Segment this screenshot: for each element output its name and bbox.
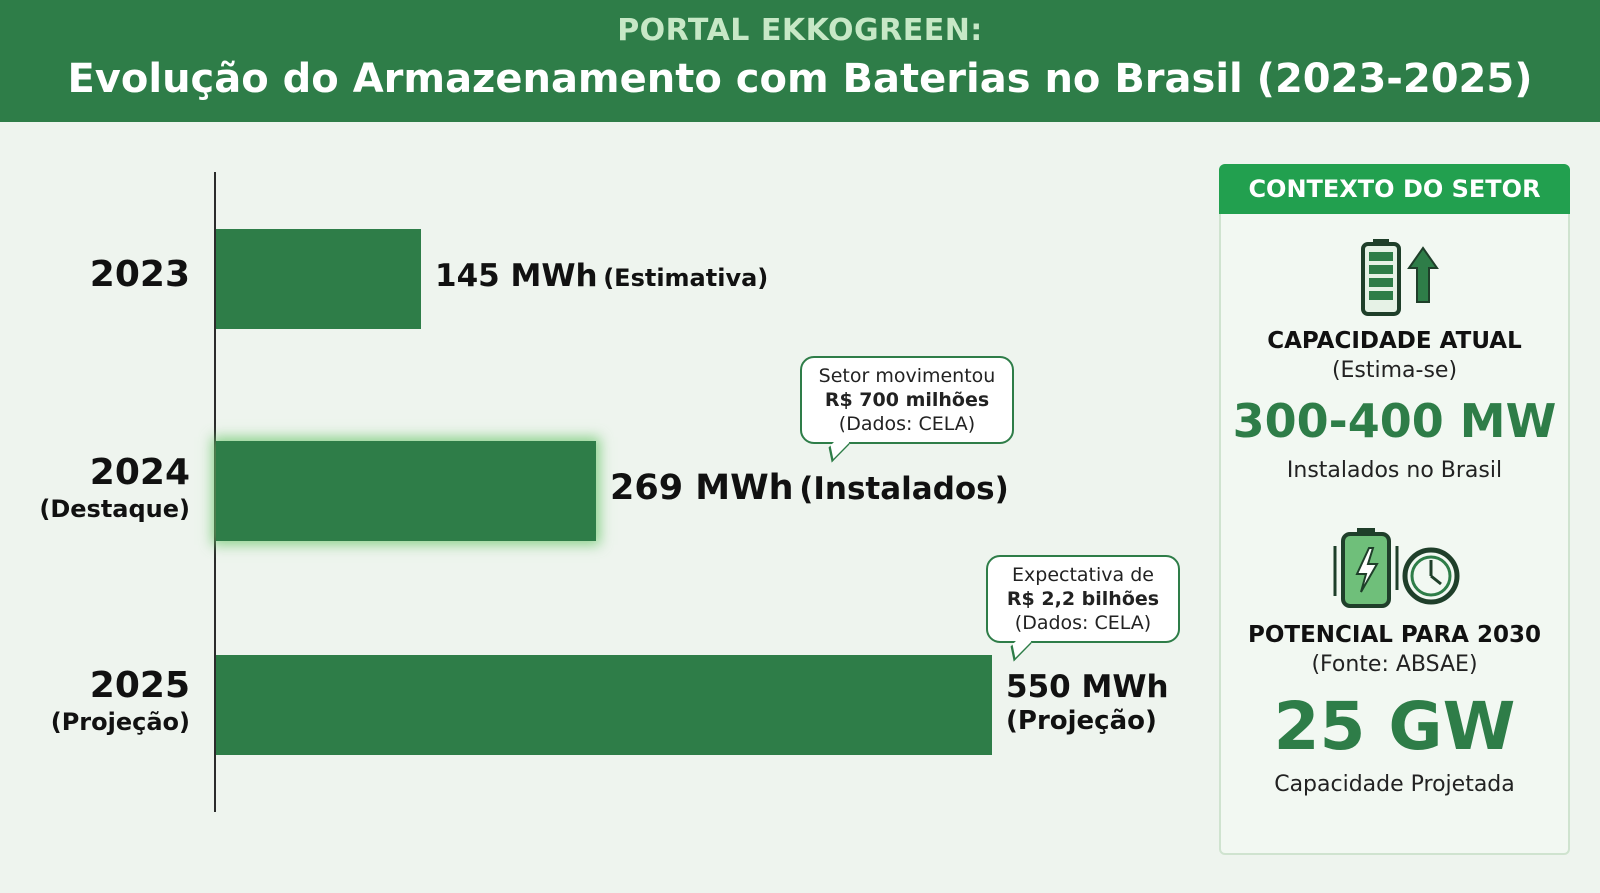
category-year: 2024 (89, 452, 190, 493)
current-capacity-caption: Instalados no Brasil (1286, 458, 1503, 483)
category-year: 2025 (89, 665, 190, 706)
annotation-amount: R$ 700 milhões (824, 389, 990, 411)
bar-2024 (216, 441, 596, 541)
value-label-2023: 145 MWh (Estimativa) (435, 258, 768, 294)
potential-title: POTENCIAL PARA 2030 (1247, 622, 1542, 648)
value-note: (Projeção) (1006, 706, 1157, 736)
category-note: (Projeção) (50, 708, 190, 736)
annotation-source: (Dados: CELA) (1014, 612, 1152, 634)
page-title: Evolução do Armazenamento com Baterias n… (67, 56, 1533, 102)
value-label-2024: 269 MWh (Instalados) (610, 468, 1009, 508)
annotation-bubble-2024: Setor movimentou R$ 700 milhões (Dados: … (800, 356, 1014, 444)
header-banner: PORTAL EKKOGREEN: Evolução do Armazename… (0, 0, 1600, 122)
bar-2023 (216, 229, 421, 329)
current-capacity-title: CAPACIDADE ATUAL (1267, 328, 1522, 354)
value-amount: 269 MWh (610, 468, 794, 508)
current-capacity-value: 300-400 MW (1232, 394, 1557, 448)
battery-up-icon (1219, 238, 1570, 322)
annotation-source: (Dados: CELA) (838, 413, 976, 435)
category-label-2024: 2024 (Destaque) (39, 452, 190, 524)
current-capacity-note: (Estima-se) (1331, 358, 1458, 383)
battery-clock-icon (1219, 526, 1570, 614)
category-note: (Destaque) (39, 495, 190, 523)
annotation-line: Expectativa de (1012, 564, 1154, 586)
value-note: (Instalados) (799, 471, 1009, 507)
value-amount: 145 MWh (435, 258, 598, 294)
value-amount: 550 MWh (1006, 669, 1169, 705)
potential-value: 25 GW (1273, 688, 1516, 765)
value-note: (Estimativa) (603, 264, 769, 292)
annotation-line: Setor movimentou (818, 365, 996, 387)
category-label-2025: 2025 (Projeção) (51, 665, 190, 737)
category-label-2023: 2023 (90, 254, 190, 296)
header-subtitle: PORTAL EKKOGREEN: (617, 13, 983, 48)
bar-2025 (216, 655, 992, 755)
potential-caption: Capacidade Projetada (1274, 772, 1515, 797)
value-label-2025: 550 MWh (Projeção) (1006, 668, 1169, 736)
y-axis-line (214, 172, 216, 812)
potential-note: (Fonte: ABSAE) (1311, 652, 1478, 677)
panel-header: CONTEXTO DO SETOR (1219, 164, 1570, 214)
annotation-bubble-2025: Expectativa de R$ 2,2 bilhões (Dados: CE… (986, 555, 1180, 643)
annotation-amount: R$ 2,2 bilhões (1006, 588, 1160, 610)
category-year: 2023 (89, 254, 190, 295)
